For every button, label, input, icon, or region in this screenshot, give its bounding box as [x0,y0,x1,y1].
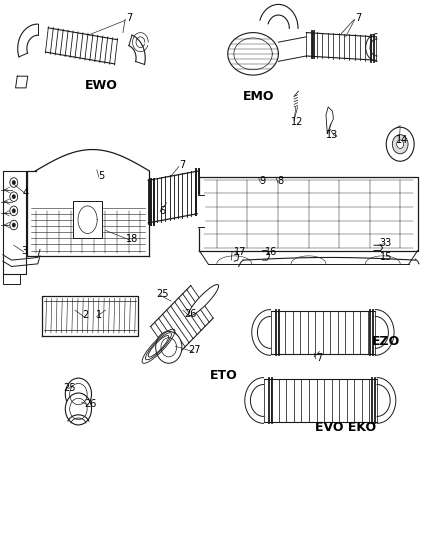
Circle shape [12,180,15,184]
Polygon shape [3,274,20,284]
Polygon shape [151,286,213,359]
Polygon shape [35,150,149,171]
Text: 18: 18 [126,234,138,244]
Circle shape [12,209,15,213]
Polygon shape [198,195,204,227]
Polygon shape [3,171,26,274]
Polygon shape [306,33,376,60]
Polygon shape [366,34,377,61]
Text: 12: 12 [291,117,304,127]
Text: 33: 33 [380,238,392,247]
Polygon shape [279,37,306,61]
Text: 3: 3 [21,246,28,255]
Text: 25: 25 [156,289,169,299]
Text: 6: 6 [159,206,165,216]
Polygon shape [27,171,149,256]
Text: 13: 13 [326,130,339,140]
Polygon shape [264,379,377,422]
Polygon shape [271,311,375,354]
Circle shape [65,393,92,425]
Polygon shape [42,296,138,336]
Circle shape [10,192,18,201]
Text: 26: 26 [184,309,197,319]
Text: 17: 17 [234,247,246,256]
Polygon shape [260,4,298,28]
Circle shape [155,332,182,364]
Ellipse shape [189,285,219,316]
Polygon shape [73,201,102,238]
Circle shape [10,177,18,187]
Text: 25: 25 [64,383,76,393]
Polygon shape [148,171,199,223]
Polygon shape [18,24,38,57]
Polygon shape [199,251,418,264]
Polygon shape [228,33,279,75]
Text: 1: 1 [96,310,102,320]
Text: 14: 14 [396,135,409,145]
Circle shape [10,206,18,216]
Circle shape [10,220,18,230]
Text: EMO: EMO [243,90,274,103]
Polygon shape [3,249,40,266]
Text: 26: 26 [84,399,96,409]
Circle shape [386,127,414,161]
Text: EZO: EZO [372,335,400,349]
Polygon shape [15,76,28,88]
Circle shape [392,135,408,154]
Text: 27: 27 [189,345,201,356]
Text: 16: 16 [265,247,278,256]
Polygon shape [46,28,117,64]
Circle shape [397,140,404,149]
Text: 7: 7 [179,160,185,171]
Text: 2: 2 [83,310,89,320]
Circle shape [65,378,92,410]
Text: 4: 4 [23,188,29,198]
Text: 7: 7 [356,13,362,23]
Text: 5: 5 [98,171,104,181]
Text: 15: 15 [380,252,392,262]
Text: EVO EKO: EVO EKO [315,421,376,433]
Text: 7: 7 [127,13,133,23]
Text: 7: 7 [316,353,322,363]
Circle shape [12,223,15,227]
Circle shape [12,195,15,199]
Polygon shape [199,177,418,251]
Text: 9: 9 [260,176,266,187]
Polygon shape [129,35,145,64]
Text: EWO: EWO [85,79,117,92]
Text: ETO: ETO [209,369,237,382]
Text: 8: 8 [277,176,283,187]
